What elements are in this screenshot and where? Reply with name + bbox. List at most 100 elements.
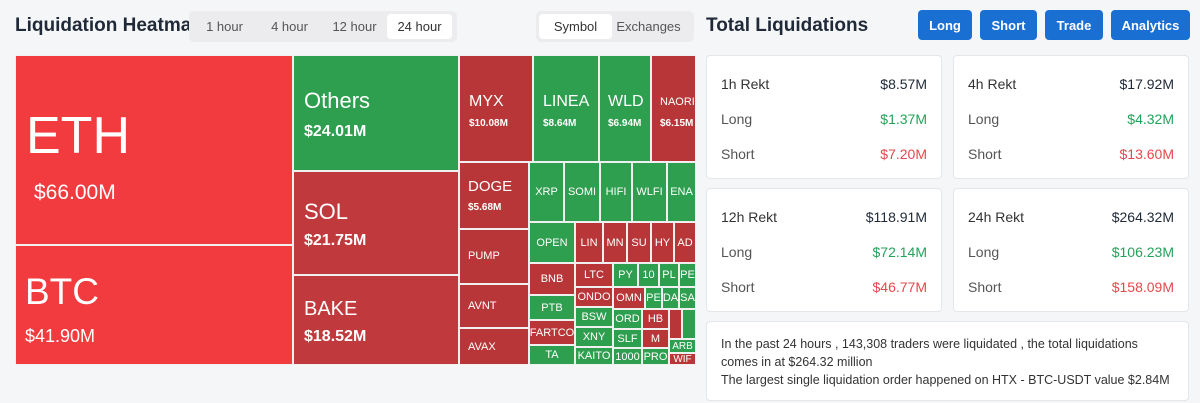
- tile-pl[interactable]: PL: [659, 263, 679, 287]
- tile-symbol: XRP: [535, 186, 558, 198]
- tile-value: $41.90M: [25, 326, 96, 346]
- tile-symbol: PE: [646, 292, 661, 304]
- tile-xrp[interactable]: XRP: [529, 162, 564, 222]
- card-24h-rekt: 24h Rekt $264.32M Long $106.23M Short $158.…: [953, 188, 1189, 312]
- tile-bnb[interactable]: BNB: [529, 263, 575, 295]
- tile-others[interactable]: Others $24.01M: [293, 55, 459, 171]
- tile-eth[interactable]: ETH $66.00M: [15, 55, 293, 245]
- tile-wif[interactable]: WIF: [669, 353, 696, 365]
- short-value: $46.77M: [872, 279, 927, 295]
- tile-symbol: 10: [642, 269, 655, 281]
- view-symbol[interactable]: Symbol: [539, 14, 612, 39]
- tile-arb[interactable]: ARB: [669, 339, 696, 353]
- tile-hb[interactable]: HB: [642, 309, 669, 329]
- long-value: $72.14M: [872, 244, 927, 260]
- trade-button[interactable]: Trade: [1045, 10, 1103, 40]
- tile-wlfi[interactable]: WLFI: [632, 162, 667, 222]
- tile-symbol: LINEA: [543, 93, 590, 110]
- short-button[interactable]: Short: [980, 10, 1037, 40]
- long-label: Long: [968, 244, 1000, 260]
- tile-1000[interactable]: 1000: [613, 348, 642, 365]
- timeframe-4h[interactable]: 4 hour: [271, 19, 308, 34]
- tile-symbol: BTC: [25, 271, 99, 312]
- tile-ta[interactable]: TA: [529, 345, 575, 365]
- analytics-button[interactable]: Analytics: [1111, 10, 1190, 40]
- timeframe-selector: 1 hour 4 hour 12 hour 24 hour: [189, 11, 457, 42]
- tile-ltc[interactable]: LTC: [575, 263, 613, 287]
- tile-open[interactable]: OPEN: [529, 222, 575, 263]
- tile-ondo[interactable]: ONDO: [575, 287, 613, 307]
- tile-fartco[interactable]: FARTCO: [529, 320, 575, 345]
- long-label: Long: [721, 244, 753, 260]
- timeframe-12h[interactable]: 12 hour: [332, 19, 377, 34]
- tile-da[interactable]: DA: [662, 287, 679, 309]
- liquidation-summary: In the past 24 hours , 143,308 traders w…: [706, 321, 1189, 401]
- tile-pump[interactable]: PUMP: [459, 229, 529, 284]
- tile-pro[interactable]: PRO: [642, 348, 669, 365]
- tile-avax[interactable]: AVAX: [459, 328, 529, 365]
- tile-doge[interactable]: DOGE $5.68M: [459, 162, 529, 229]
- tile-symbol: MYX: [469, 93, 504, 110]
- tile-sa[interactable]: SA: [679, 287, 696, 309]
- tile-symbol: ONDO: [577, 291, 611, 303]
- timeframe-24h[interactable]: 24 hour: [387, 14, 452, 39]
- tile-ena[interactable]: ENA: [667, 162, 696, 222]
- long-button[interactable]: Long: [918, 10, 972, 40]
- tile-linea[interactable]: LINEA $8.64M: [533, 55, 599, 162]
- tile-symbol: HIFI: [605, 186, 627, 198]
- tile-symbol: WLFI: [636, 186, 663, 198]
- timeframe-1h[interactable]: 1 hour: [206, 19, 243, 34]
- tile-lin[interactable]: LIN: [575, 222, 603, 263]
- tile-symbol: HB: [647, 313, 664, 325]
- tile-pe[interactable]: PE: [645, 287, 662, 309]
- tile-btc[interactable]: BTC $41.90M: [15, 245, 293, 365]
- tile-symbol: DA: [662, 292, 679, 304]
- tile-mn[interactable]: MN: [603, 222, 627, 263]
- card-1h-rekt: 1h Rekt $8.57M Long $1.37M Short $7.20M: [706, 55, 942, 179]
- tile-bake[interactable]: BAKE $18.52M: [293, 275, 459, 365]
- tile-symbol: DOGE: [468, 178, 513, 195]
- tile-omn[interactable]: OMN: [613, 287, 645, 309]
- tile-myx[interactable]: MYX $10.08M: [459, 55, 533, 162]
- tile-avnt[interactable]: AVNT: [459, 284, 529, 328]
- tile-slf[interactable]: SLF: [613, 329, 642, 348]
- tile-py[interactable]: PY: [613, 263, 638, 287]
- tile-value: $18.52M: [304, 328, 367, 345]
- tile-symbol: PL: [662, 269, 676, 281]
- tile-kaito[interactable]: KAITO: [575, 347, 613, 365]
- tile-xny[interactable]: XNY: [575, 327, 613, 347]
- tile-hy[interactable]: HY: [651, 222, 674, 263]
- short-label: Short: [721, 279, 755, 295]
- tile-misc[interactable]: [669, 309, 682, 339]
- tile-wld[interactable]: WLD $6.94M: [599, 55, 651, 162]
- summary-traders-liquidated: In the past 24 hours , 143,308 traders w…: [721, 337, 1138, 369]
- tile-symbol: PTB: [541, 301, 563, 314]
- tile-symbol: NAORIS: [660, 96, 695, 108]
- card-title: 1h Rekt: [721, 76, 770, 92]
- tile-symbol: 1000: [615, 350, 640, 363]
- tile-symbol: KAITO: [577, 350, 611, 362]
- tile-su[interactable]: SU: [627, 222, 651, 263]
- tile-symbol: LIN: [580, 236, 598, 249]
- tile-10[interactable]: 10: [638, 263, 659, 287]
- tile-symbol: ENA: [670, 186, 693, 198]
- tile-symbol: BSW: [581, 311, 607, 323]
- tile-value: $21.75M: [304, 232, 367, 249]
- tile-pe[interactable]: PE: [679, 263, 696, 287]
- tile-m[interactable]: M: [642, 329, 669, 348]
- tile-ad[interactable]: AD: [674, 222, 696, 263]
- total-liquidations-title: Total Liquidations: [706, 15, 869, 36]
- tile-symbol: LTC: [584, 269, 604, 281]
- tile-ptb[interactable]: PTB: [529, 295, 575, 320]
- tile-naoris[interactable]: NAORIS $6.15M: [651, 55, 696, 162]
- view-exchanges[interactable]: Exchanges: [616, 19, 681, 34]
- tile-ord[interactable]: ORD: [613, 309, 642, 329]
- tile-value: $8.64M: [543, 118, 577, 129]
- short-value: $7.20M: [880, 146, 927, 162]
- tile-somi[interactable]: SOMI: [564, 162, 600, 222]
- tile-bsw[interactable]: BSW: [575, 307, 613, 327]
- tile-value: $5.68M: [468, 202, 502, 213]
- tile-sol[interactable]: SOL $21.75M: [293, 171, 459, 275]
- tile-hifi[interactable]: HIFI: [600, 162, 632, 222]
- tile-misc[interactable]: [682, 309, 696, 339]
